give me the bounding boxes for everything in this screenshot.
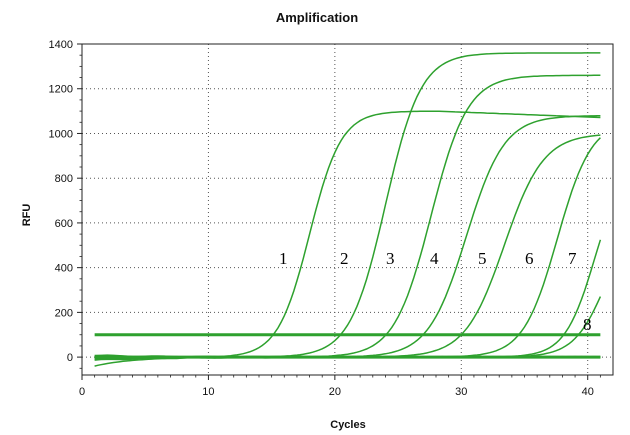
y-tick-label: 600 bbox=[55, 218, 73, 230]
amplification-curve-1 bbox=[94, 110, 601, 367]
chart-title: Amplification bbox=[276, 10, 358, 25]
curve-label-5: 5 bbox=[478, 249, 487, 268]
x-axis-label: Cycles bbox=[330, 419, 365, 431]
x-tick-label: 20 bbox=[329, 386, 341, 398]
y-tick-label: 1200 bbox=[49, 84, 73, 96]
x-tick-label: 30 bbox=[455, 386, 467, 398]
y-tick-label: 1400 bbox=[49, 39, 73, 51]
curve-label-6: 6 bbox=[525, 249, 534, 268]
y-tick-label: 1000 bbox=[49, 128, 73, 140]
x-tick-label: 10 bbox=[202, 386, 214, 398]
curve-label-7: 7 bbox=[568, 249, 577, 268]
x-tick-label: 0 bbox=[79, 386, 85, 398]
curve-label-8: 8 bbox=[583, 315, 592, 334]
y-tick-label: 800 bbox=[55, 173, 73, 185]
amplification-curve-4 bbox=[94, 115, 601, 358]
curve-label-1: 1 bbox=[279, 249, 288, 268]
curve-label-2: 2 bbox=[340, 249, 349, 268]
x-tick-label: 40 bbox=[582, 386, 594, 398]
y-tick-label: 0 bbox=[67, 352, 73, 364]
amplification-curve-2 bbox=[94, 52, 601, 358]
curve-label-4: 4 bbox=[430, 249, 439, 268]
amplification-curve-8 bbox=[94, 296, 602, 358]
plot-frame bbox=[81, 43, 614, 376]
y-tick-label: 400 bbox=[55, 263, 73, 275]
y-tick-label: 200 bbox=[55, 307, 73, 319]
y-axis-label: RFU bbox=[21, 204, 33, 227]
amplification-curve-3 bbox=[94, 74, 601, 358]
curve-label-3: 3 bbox=[386, 249, 395, 268]
